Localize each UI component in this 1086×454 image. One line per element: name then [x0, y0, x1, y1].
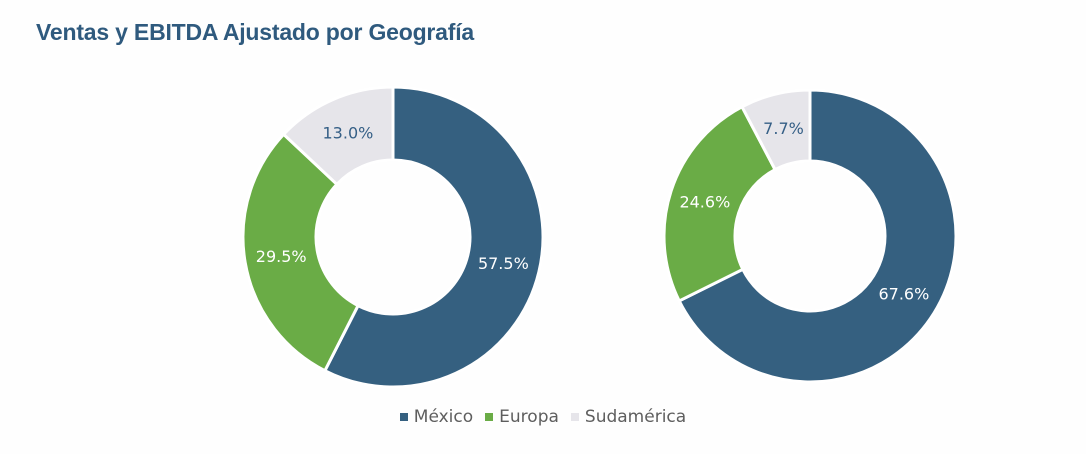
donut-slice-mexico[interactable]: [322, 85, 545, 389]
legend-label-europa: Europa: [499, 407, 559, 427]
donut-slice-europa[interactable]: [241, 132, 361, 373]
chart-legend: México Europa Sudamérica: [0, 407, 1086, 427]
legend-item-mexico[interactable]: México: [399, 407, 474, 427]
legend-swatch-sudamerica: [570, 413, 579, 421]
legend-item-sudamerica[interactable]: Sudamérica: [570, 407, 687, 427]
legend-item-europa[interactable]: Europa: [485, 407, 559, 427]
slice-label-sudamerica: 13.0%: [323, 123, 374, 142]
legend-swatch-mexico: [399, 413, 408, 421]
slice-label-sudamerica: 7.7%: [763, 119, 804, 138]
donut-chart-left: 57.5% 29.5% 13.0%: [241, 85, 545, 389]
donut-slice-sudamerica[interactable]: [281, 85, 395, 187]
donut-slice-europa[interactable]: [662, 104, 778, 303]
legend-label-mexico: México: [413, 407, 474, 427]
legend-label-sudamerica: Sudamérica: [584, 407, 687, 427]
slice-label-mexico: 57.5%: [478, 254, 529, 273]
slice-label-europa: 29.5%: [256, 247, 307, 266]
donut-slice-sudamerica[interactable]: [739, 88, 812, 172]
chart-title: Ventas y EBITDA Ajustado por Geografía: [36, 19, 475, 45]
donut-chart-right: 67.6% 24.6% 7.7%: [662, 88, 958, 384]
slice-label-mexico: 67.6%: [878, 285, 929, 304]
slice-label-europa: 24.6%: [679, 192, 730, 211]
legend-swatch-europa: [485, 413, 494, 421]
donut-slice-mexico[interactable]: [677, 88, 958, 384]
